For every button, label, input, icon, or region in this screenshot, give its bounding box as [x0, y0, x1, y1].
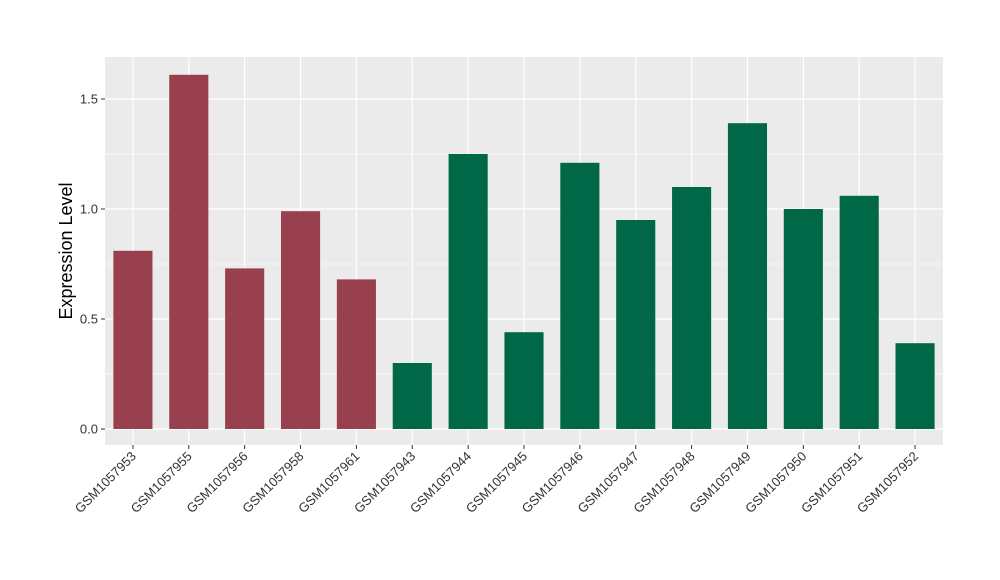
y-tick-label: 1.0 [80, 202, 98, 217]
y-axis: 0.0 0.5 1.0 1.5 [80, 92, 105, 437]
bars [113, 74, 935, 430]
y-tick-label: 1.5 [80, 92, 98, 107]
bar-GSM1057951 [839, 195, 879, 429]
bar-GSM1057949 [727, 123, 768, 429]
bar-GSM1057958 [280, 211, 321, 429]
bar-GSM1057944 [448, 154, 488, 429]
y-axis-title: Expression Level [56, 182, 76, 319]
x-axis: GSM1057953GSM1057955GSM1057956GSM1057958… [72, 445, 921, 516]
bar-GSM1057946 [560, 162, 600, 430]
y-tick-label: 0.0 [80, 422, 98, 437]
bar-GSM1057948 [672, 187, 712, 429]
y-tick-label: 0.5 [80, 312, 98, 327]
bar-GSM1057952 [895, 343, 935, 429]
bar-GSM1057955 [169, 74, 209, 430]
bar-GSM1057947 [616, 220, 656, 429]
bar-GSM1057961 [336, 279, 376, 429]
bar-GSM1057945 [504, 332, 544, 429]
bar-GSM1057943 [392, 363, 432, 429]
bar-GSM1057956 [225, 268, 265, 429]
bar-GSM1057950 [783, 209, 823, 429]
bar-GSM1057953 [113, 250, 153, 429]
